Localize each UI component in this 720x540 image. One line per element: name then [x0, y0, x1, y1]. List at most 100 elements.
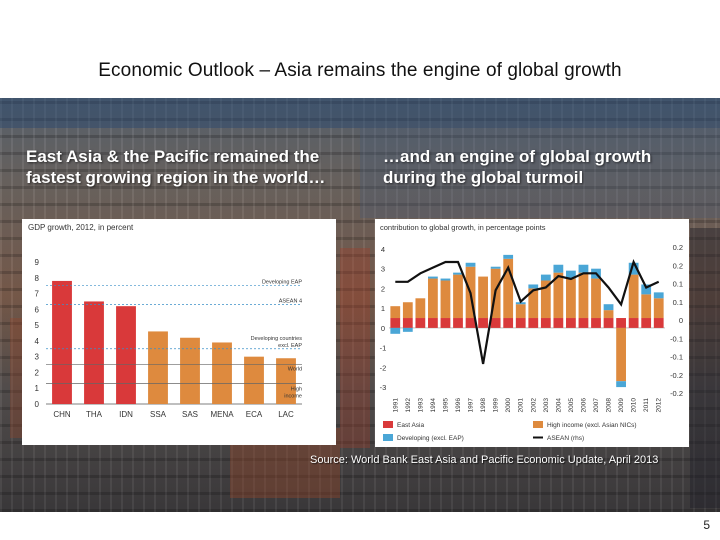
- chart2-bar-segment: [603, 304, 614, 311]
- chart2-bar-segment: [428, 318, 438, 328]
- chart1-x-tick: SSA: [150, 410, 167, 419]
- chart2-x-tick: 2001: [518, 398, 525, 413]
- chart2-bar-segment: [428, 276, 438, 279]
- chart1-reference-label: ASEAN 4: [279, 299, 302, 305]
- chart2-left-tick: -1: [380, 344, 387, 353]
- chart2-bar-segment: [540, 318, 551, 328]
- chart2-bar-segment: [440, 318, 451, 328]
- chart2-bar-segment: [503, 258, 514, 319]
- chart2-right-tick: -0.2: [670, 371, 683, 380]
- chart1-y-tick: 0: [35, 400, 40, 409]
- chart1-y-tick: 4: [35, 337, 40, 346]
- chart2-x-tick: 1994: [430, 398, 437, 413]
- chart2-x-tick: 1992: [405, 398, 412, 413]
- gdp-growth-svg: GDP growth, 2012, in percent Developing …: [28, 223, 303, 419]
- chart2-bar-segment: [465, 262, 476, 267]
- chart1-bar-chn: [52, 280, 72, 404]
- chart2-left-tick: 1: [381, 304, 385, 313]
- chart1-x-tick: THA: [86, 410, 103, 419]
- chart1-x-tick: IDN: [119, 410, 133, 419]
- chart1-x-tick: SAS: [182, 410, 198, 419]
- chart2-bar-segment: [628, 318, 639, 328]
- chart2-right-tick: 0.1: [673, 298, 683, 307]
- chart2-bar-segment: [616, 381, 626, 388]
- chart1-title: GDP growth, 2012, in percent: [28, 223, 134, 232]
- chart2-x-tick: 2007: [593, 398, 600, 413]
- right-heading: …and an engine of global growth during t…: [383, 147, 652, 187]
- chart2-bar-segment: [566, 318, 576, 328]
- chart2-bar-segment: [390, 327, 401, 334]
- chart1-bar-sas: [180, 337, 200, 404]
- chart2-bar-segment: [566, 278, 576, 319]
- chart2-x-tick: 2012: [656, 398, 663, 413]
- chart2-bar-segment: [428, 278, 438, 319]
- chart2-right-tick: -0.1: [670, 353, 683, 362]
- chart2-bar-segment: [402, 302, 413, 319]
- chart2-bar-segment: [553, 318, 564, 328]
- chart2-bar-segment: [453, 318, 463, 328]
- chart1-reference-label: Developing countries: [251, 336, 303, 342]
- chart2-legend-label: High income (excl. Asian NICs): [547, 422, 637, 429]
- chart2-right-tick: -0.1: [670, 334, 683, 343]
- chart2-x-tick: 2009: [618, 398, 625, 413]
- chart1-bar-idn: [116, 306, 136, 404]
- chart2-left-tick: 4: [381, 245, 385, 254]
- chart2-x-tick: 2010: [631, 398, 638, 413]
- chart2-bar-segment: [415, 318, 426, 328]
- chart1-reference-label: High: [291, 386, 302, 392]
- chart2-x-tick: 2004: [555, 398, 562, 413]
- chart2-bar-segment: [653, 318, 664, 328]
- chart2-bar-segment: [440, 280, 451, 319]
- slide-title: Economic Outlook – Asia remains the engi…: [98, 60, 622, 81]
- chart2-bar-segment: [653, 298, 664, 319]
- chart2-bar-segment: [528, 318, 539, 328]
- chart2-x-tick: 1995: [442, 398, 449, 413]
- chart2-bar-segment: [390, 318, 401, 328]
- chart1-y-tick: 9: [35, 258, 40, 267]
- chart1-bar-mena: [212, 342, 232, 404]
- chart2-x-tick: 2005: [568, 398, 575, 413]
- chart2-legend-swatch: [533, 421, 543, 428]
- chart2-right-tick: 0.1: [673, 280, 683, 289]
- chart2-legend-label: Developing (excl. EAP): [397, 435, 464, 442]
- chart2-bar-segment: [578, 318, 589, 328]
- chart2-left-tick: 0: [381, 324, 385, 333]
- chart2-bar-segment: [553, 272, 564, 319]
- chart2-legend-swatch: [383, 434, 393, 441]
- chart1-x-tick: ECA: [246, 410, 263, 419]
- chart2-right-tick: 0.2: [673, 261, 683, 270]
- chart2-bar-segment: [402, 327, 413, 332]
- chart2-x-tick: 1996: [455, 398, 462, 413]
- chart1-x-tick: CHN: [53, 410, 71, 419]
- chart2-left-tick: 2: [381, 284, 385, 293]
- chart2-bar-segment: [528, 284, 539, 289]
- chart2-x-tick: 2002: [530, 398, 537, 413]
- chart2-x-tick: 2003: [543, 398, 550, 413]
- chart2-bar-segment: [603, 318, 614, 328]
- chart2-bar-segment: [540, 280, 551, 319]
- chart2-bar-segment: [478, 276, 488, 319]
- chart1-y-tick: 8: [35, 274, 40, 283]
- chart2-left-tick: 3: [381, 265, 385, 274]
- chart1-y-tick: 7: [35, 290, 40, 299]
- chart2-bar-segment: [591, 318, 601, 328]
- chart2-asean-line: [395, 258, 660, 365]
- chart2-left-tick: -2: [380, 363, 387, 372]
- chart1-x-tick: MENA: [210, 410, 234, 419]
- chart1-y-tick: 3: [35, 353, 40, 362]
- chart2-bar-segment: [553, 264, 564, 273]
- chart2-bar-segment: [402, 318, 413, 328]
- chart2-bar-segment: [616, 327, 626, 382]
- chart2-right-tick: -0.2: [670, 389, 683, 398]
- chart2-bar-segment: [490, 318, 501, 328]
- chart2-bar-segment: [478, 318, 488, 328]
- chart2-bar-segment: [490, 266, 501, 269]
- chart2-x-tick: 2006: [580, 398, 587, 413]
- chart2-legend-label: ASEAN (rhs): [547, 435, 584, 442]
- gdp-growth-chart: GDP growth, 2012, in percent Developing …: [22, 219, 336, 445]
- chart2-x-tick: 2000: [505, 398, 512, 413]
- chart2-x-tick: 2008: [606, 398, 613, 413]
- chart1-bar-eca: [244, 356, 264, 404]
- chart2-bar-segment: [503, 254, 514, 259]
- chart2-bar-segment: [641, 294, 652, 319]
